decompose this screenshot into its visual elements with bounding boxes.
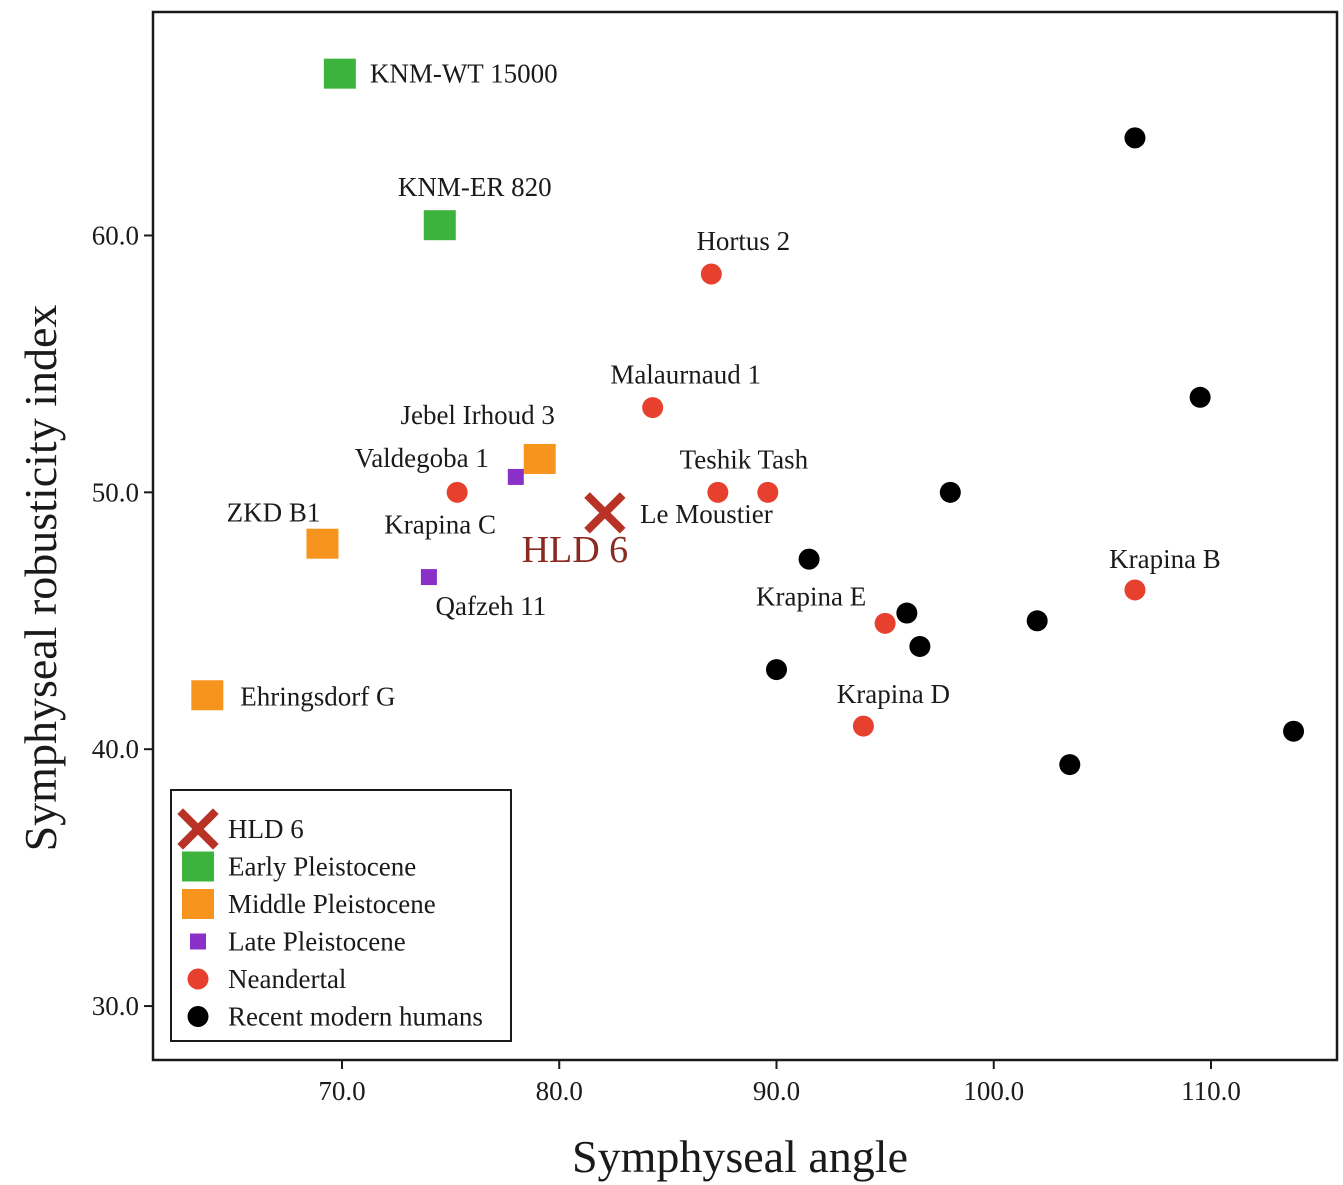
recent-modern-humans-point bbox=[939, 481, 961, 503]
middle-pleistocene-point bbox=[306, 528, 339, 559]
neandertal-point bbox=[707, 481, 729, 503]
neandertal-point bbox=[700, 263, 722, 285]
legend-label-neandertal: Neandertal bbox=[228, 964, 346, 994]
neandertal-point bbox=[852, 715, 874, 737]
legend-label-late-pleistocene: Late Pleistocene bbox=[228, 927, 406, 957]
legend: HLD 6 Early Pleistocene Middle Pleistocene… bbox=[170, 789, 512, 1042]
y-tick-label: 60.0 bbox=[92, 220, 139, 250]
legend-marker-late-pleistocene bbox=[190, 933, 206, 950]
x-tick-label: 80.0 bbox=[536, 1076, 583, 1106]
recent-modern-humans-point bbox=[909, 635, 931, 657]
point-label-zkd-b1: ZKD B1 bbox=[227, 498, 321, 528]
x-tick-label: 100.0 bbox=[963, 1076, 1024, 1106]
point-label-valdegoba-1: Valdegoba 1 bbox=[355, 443, 489, 473]
point-label-jebel-irhoud-3: Jebel Irhoud 3 bbox=[400, 400, 554, 430]
recent-modern-humans-point bbox=[896, 602, 918, 624]
y-tick-label: 40.0 bbox=[92, 734, 139, 764]
x-axis-title: Symphyseal angle bbox=[572, 1131, 908, 1182]
legend-marker-early-pleistocene bbox=[182, 851, 214, 882]
legend-label-hld-6: HLD 6 bbox=[228, 814, 304, 844]
legend-marker-hld-6 bbox=[177, 808, 219, 850]
recent-modern-humans-point bbox=[1283, 720, 1305, 742]
middle-pleistocene-point bbox=[191, 680, 224, 711]
point-label-ehringsdorf-g: Ehringsdorf G bbox=[240, 681, 395, 711]
recent-modern-humans-point bbox=[798, 548, 820, 570]
point-label-knm-wt-15000: KNM-WT 15000 bbox=[370, 59, 558, 89]
neandertal-point bbox=[1124, 579, 1146, 601]
y-tick-label: 50.0 bbox=[92, 477, 139, 507]
point-label-malaurnaud-1: Malaurnaud 1 bbox=[610, 360, 761, 390]
data-points bbox=[191, 58, 1305, 776]
recent-modern-humans-point bbox=[1026, 610, 1048, 632]
point-label-teshik-tash: Teshik Tash bbox=[680, 444, 809, 474]
early-pleistocene-point bbox=[423, 210, 456, 241]
legend-label-recent-modern-humans: Recent modern humans bbox=[228, 1002, 483, 1032]
y-tick-label: 30.0 bbox=[92, 991, 139, 1021]
x-tick-label: 70.0 bbox=[318, 1076, 365, 1106]
y-axis: 30.0 40.0 50.0 60.0 bbox=[92, 220, 153, 1021]
point-label-krapina-b: Krapina B bbox=[1109, 544, 1221, 574]
recent-modern-humans-point bbox=[1189, 386, 1211, 408]
legend-box bbox=[170, 789, 512, 1042]
point-label-qafzeh-11: Qafzeh 11 bbox=[436, 591, 547, 621]
hld-6-point bbox=[584, 492, 626, 534]
point-label-hortus-2: Hortus 2 bbox=[696, 226, 790, 256]
early-pleistocene-point bbox=[323, 58, 356, 89]
legend-marker-neandertal bbox=[187, 968, 209, 990]
point-labels: HLD 6 KNM-WT 15000 KNM-ER 820 Jebel Irhoud … bbox=[227, 59, 1221, 712]
point-label-krapina-c: Krapina C bbox=[384, 509, 496, 539]
y-axis-title: Symphyseal robusticity index bbox=[15, 305, 66, 852]
legend-marker-recent-modern-humans bbox=[187, 1006, 209, 1027]
point-label-hld-6: HLD 6 bbox=[522, 529, 629, 571]
late-pleistocene-point bbox=[507, 468, 524, 485]
legend-label-middle-pleistocene: Middle Pleistocene bbox=[228, 889, 436, 919]
legend-marker-middle-pleistocene bbox=[182, 889, 214, 919]
legend-label-early-pleistocene: Early Pleistocene bbox=[228, 852, 416, 882]
middle-pleistocene-point bbox=[523, 443, 556, 474]
point-label-krapina-e: Krapina E bbox=[756, 581, 866, 611]
x-tick-label: 110.0 bbox=[1181, 1076, 1241, 1106]
recent-modern-humans-point bbox=[1124, 127, 1146, 149]
recent-modern-humans-point bbox=[1059, 754, 1081, 776]
point-label-krapina-d: Krapina D bbox=[837, 679, 950, 709]
point-label-knm-er-820: KNM-ER 820 bbox=[398, 172, 552, 202]
x-axis: 70.0 80.0 90.0 100.0 110.0 bbox=[318, 1060, 1241, 1106]
recent-modern-humans-point bbox=[766, 659, 788, 681]
neandertal-point bbox=[446, 481, 468, 503]
neandertal-point bbox=[642, 397, 664, 419]
neandertal-point bbox=[757, 481, 779, 503]
annotation-le-moustier: Le Moustier bbox=[640, 499, 773, 529]
late-pleistocene-point bbox=[420, 569, 437, 586]
x-tick-label: 90.0 bbox=[753, 1076, 800, 1106]
neandertal-point bbox=[874, 612, 896, 634]
